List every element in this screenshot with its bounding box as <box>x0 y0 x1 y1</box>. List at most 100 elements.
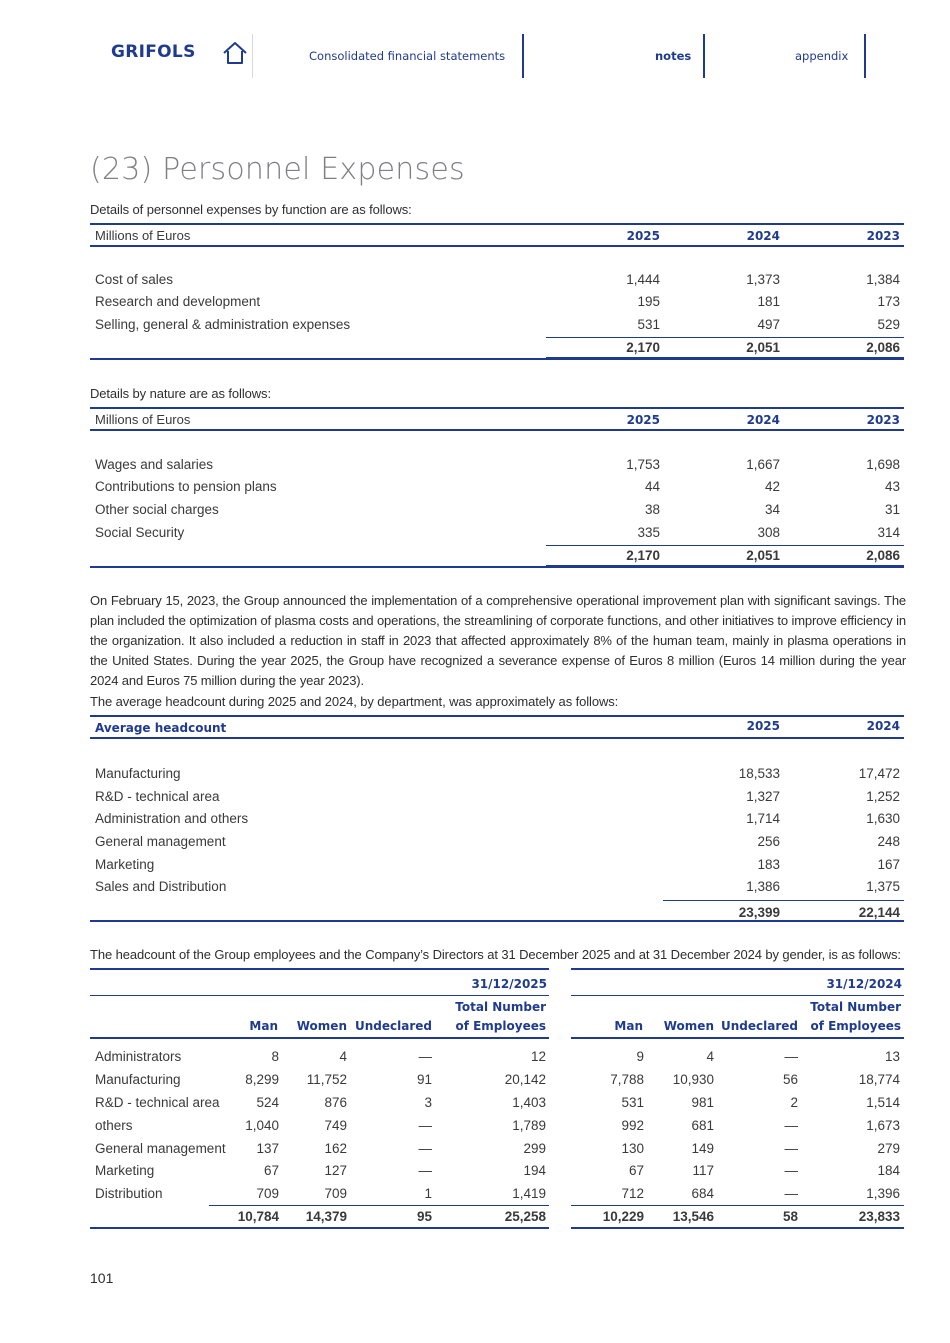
cell-value: 8,299 <box>245 1072 279 1087</box>
cell-value: 18,774 <box>858 1072 900 1087</box>
table-row: Social Security 335 308 314 <box>90 523 904 545</box>
col-header-total: of Employees <box>455 1019 546 1033</box>
col-header-man: Man <box>249 1019 278 1033</box>
nav-notes[interactable]: notes <box>655 49 692 63</box>
col-header-women: Women <box>663 1019 714 1033</box>
cell-value: 2 <box>790 1095 798 1110</box>
cell-value: 137 <box>256 1141 279 1156</box>
cell-value: 42 <box>764 479 780 494</box>
cell-value: 181 <box>757 294 780 309</box>
cell-value: 279 <box>877 1141 900 1156</box>
cell-value: 183 <box>757 857 780 872</box>
row-label: Selling, general & administration expens… <box>95 317 351 332</box>
cell-value: 18,533 <box>738 766 780 781</box>
table-bottom-rule <box>90 358 904 360</box>
total-value: 2,051 <box>746 340 780 355</box>
table-row: Administrators 8 4 — 12 9 4 — 13 <box>90 1047 904 1069</box>
cell-value: 712 <box>621 1186 644 1201</box>
cell-value: 681 <box>691 1118 714 1133</box>
cell-value: 299 <box>523 1141 546 1156</box>
total-top-rule <box>209 1205 549 1206</box>
headcount-intro: The average headcount during 2025 and 20… <box>90 694 619 709</box>
nav-appendix[interactable]: appendix <box>795 49 849 63</box>
page-title: (23) Personnel Expenses <box>90 152 465 187</box>
table-header-row: Millions of Euros 2025 2024 2023 <box>90 223 904 247</box>
row-label: Other social charges <box>95 502 219 517</box>
cell-value: 1,419 <box>512 1186 546 1201</box>
total-value: 10,229 <box>602 1209 644 1224</box>
unit-label: Millions of Euros <box>95 412 191 427</box>
cell-value: 314 <box>877 525 900 540</box>
total-value: 2,170 <box>626 340 660 355</box>
cell-value: 67 <box>263 1163 279 1178</box>
header-bottom-rule <box>90 1037 549 1039</box>
table-row: Cost of sales 1,444 1,373 1,384 <box>90 270 904 292</box>
cell-value: 1,630 <box>866 811 900 826</box>
table-row: others 1,040 749 — 1,789 992 681 — 1,673 <box>90 1116 904 1138</box>
year-header: 2025 <box>626 413 660 427</box>
cell-value: 31 <box>884 502 900 517</box>
date-header-2025: 31/12/2025 <box>471 977 547 991</box>
page-number: 101 <box>90 1270 114 1286</box>
cell-value: 17,472 <box>858 766 900 781</box>
nav-consolidated-statements[interactable]: Consolidated financial statements <box>309 49 506 63</box>
cell-value: 43 <box>884 479 900 494</box>
row-label: Administrators <box>95 1049 182 1064</box>
cell-value: 173 <box>877 294 900 309</box>
cell-value: 8 <box>271 1049 279 1064</box>
row-label: General management <box>95 1141 226 1156</box>
table-row: Manufacturing 8,299 11,752 91 20,142 7,7… <box>90 1070 904 1092</box>
cell-value: 149 <box>691 1141 714 1156</box>
table-row: R&D - technical area 524 876 3 1,403 531… <box>90 1093 904 1115</box>
cell-value: 1,252 <box>866 789 900 804</box>
table-row: Selling, general & administration expens… <box>90 315 904 337</box>
table-row: Contributions to pension plans 44 42 43 <box>90 477 904 499</box>
cell-value: 248 <box>877 834 900 849</box>
year-header: 2023 <box>866 413 900 427</box>
cell-value: 992 <box>621 1118 644 1133</box>
home-icon[interactable] <box>221 40 249 66</box>
header-divider <box>864 34 866 78</box>
table-row: General management 137 162 — 299 130 149… <box>90 1139 904 1161</box>
year-header: 2024 <box>746 229 780 243</box>
cell-value: 531 <box>637 317 660 332</box>
total-value: 10,784 <box>237 1209 279 1224</box>
grifols-logo[interactable]: GRIFOLS <box>111 42 196 62</box>
total-value: 2,086 <box>866 548 900 563</box>
cell-value: 1,698 <box>866 457 900 472</box>
date-header-2024: 31/12/2024 <box>826 977 902 991</box>
col-header-undeclared: Undeclared <box>355 1019 432 1033</box>
row-label: Cost of sales <box>95 272 174 287</box>
table-row: Research and development 195 181 173 <box>90 292 904 314</box>
cell-value: 1,327 <box>746 789 780 804</box>
total-top-rule <box>571 1205 904 1206</box>
section-rule-2025 <box>90 968 549 970</box>
header-divider <box>252 34 253 78</box>
cell-value: 256 <box>757 834 780 849</box>
cell-value: 13 <box>884 1049 900 1064</box>
table-row: Marketing 183 167 <box>90 855 904 877</box>
row-label: Sales and Distribution <box>95 879 227 894</box>
total-value: 2,086 <box>866 340 900 355</box>
year-header: 2025 <box>746 719 780 733</box>
cell-value: 981 <box>691 1095 714 1110</box>
table-header-row: Millions of Euros 2025 2024 2023 <box>90 407 904 431</box>
row-label: Marketing <box>95 857 155 872</box>
total-value: 23,833 <box>858 1209 900 1224</box>
table-bottom-rule <box>90 920 904 922</box>
cell-value: 524 <box>256 1095 279 1110</box>
col-header-total: Total Number <box>455 1000 546 1014</box>
cell-value: 1,396 <box>866 1186 900 1201</box>
cell-value: 335 <box>637 525 660 540</box>
cell-value: 91 <box>416 1072 432 1087</box>
cell-value: 4 <box>706 1049 714 1064</box>
row-label: Distribution <box>95 1186 163 1201</box>
cell-value: 1 <box>424 1186 432 1201</box>
cell-value: — <box>784 1141 799 1156</box>
row-label: Manufacturing <box>95 1072 181 1087</box>
cell-value: 34 <box>764 502 780 517</box>
cell-value: — <box>784 1186 799 1201</box>
cell-value: 1,714 <box>746 811 780 826</box>
header-divider <box>703 34 705 78</box>
cell-value: 11,752 <box>306 1072 347 1087</box>
